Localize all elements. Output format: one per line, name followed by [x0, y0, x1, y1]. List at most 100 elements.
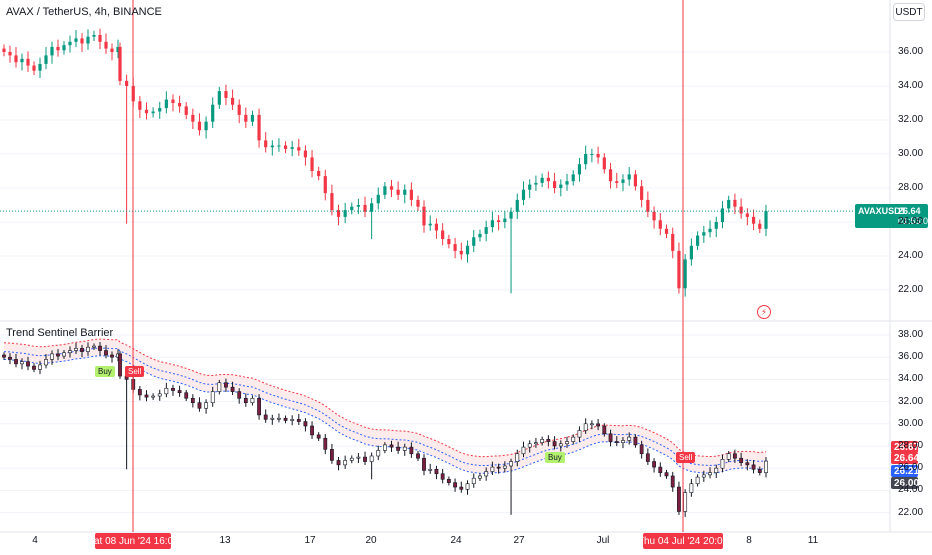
indicator-candle-body — [596, 423, 601, 427]
time-marker-2: Thu 04 Jul '24 20:00 — [638, 533, 728, 549]
indicator-candle-body — [546, 439, 551, 442]
indicator-candle-body — [310, 425, 314, 436]
indicator-candle-body — [50, 353, 54, 360]
candle-body — [270, 145, 274, 148]
candle-body — [764, 211, 768, 229]
indicator-candle-body — [104, 350, 108, 356]
candle-body — [571, 174, 575, 182]
indicator-candle-body — [608, 433, 613, 442]
indicator-candle-body — [184, 392, 189, 399]
indicator-candle-body — [614, 441, 619, 443]
indicator-candle-body — [290, 419, 295, 421]
chart-title: AVAX / TetherUS, 4h, BINANCE — [6, 6, 162, 18]
lightning-icon[interactable]: ⚡ — [757, 305, 771, 319]
currency-button[interactable]: USDT — [893, 3, 925, 21]
candle-body — [68, 41, 72, 46]
candle-body — [310, 157, 314, 171]
candle-body — [497, 220, 501, 222]
indicator-candle-body — [589, 423, 594, 426]
candle-body — [727, 199, 731, 209]
candle-body — [197, 121, 202, 131]
candle-body — [250, 114, 255, 122]
indicator-candle-body — [453, 482, 457, 488]
indicator-candle-body — [764, 460, 768, 473]
candle-body — [336, 210, 341, 217]
candle-body — [702, 232, 706, 236]
candle-body — [484, 227, 488, 234]
main-axis-tick: 34.00 — [898, 80, 924, 91]
candle-body — [116, 46, 120, 52]
candle-body — [534, 182, 538, 185]
indicator-candle-body — [38, 364, 42, 370]
candle-body — [237, 104, 241, 115]
time-axis-tick: 24 — [450, 535, 462, 546]
indicator-candle-body — [633, 436, 638, 446]
indicator-candle-body — [263, 414, 268, 420]
candle-body — [459, 250, 463, 255]
candle-body — [552, 181, 557, 188]
candle-body — [720, 208, 725, 222]
candle-body — [171, 99, 175, 103]
time-axis-tick: 4 — [32, 535, 38, 546]
candle-body — [178, 103, 182, 107]
candle-body — [2, 48, 6, 52]
indicator-candle-body — [416, 453, 420, 459]
indicator-candle-body — [471, 477, 476, 485]
candle-body — [343, 210, 347, 217]
time-axis-tick: 17 — [304, 535, 316, 546]
indicator-candle-body — [434, 469, 439, 475]
candle-body — [472, 237, 476, 246]
indicator-candle-body — [171, 387, 175, 391]
candle-body — [590, 154, 594, 155]
indicator-candle-body — [363, 456, 367, 462]
candle-body — [92, 35, 96, 37]
candle-body — [110, 48, 114, 52]
indicator-candle-body — [349, 457, 354, 461]
candle-body — [317, 171, 321, 177]
candle-body — [370, 203, 374, 212]
candle-body — [50, 46, 54, 56]
candle-body — [714, 222, 718, 229]
candle-body — [409, 189, 413, 200]
indicator-candle-body — [237, 391, 242, 399]
candle-body — [26, 58, 30, 66]
indicator-candle-body — [428, 469, 433, 471]
indicator-candle-body — [204, 402, 208, 409]
indicator-axis-tick: 38.00 — [898, 329, 924, 340]
indicator-candle-body — [14, 359, 18, 365]
indicator-candle-body — [565, 441, 569, 445]
indicator-axis-tick: 34.00 — [898, 373, 924, 385]
indicator-candle-body — [250, 397, 255, 404]
indicator-candle-body — [190, 397, 195, 404]
indicator-candle-body — [80, 348, 84, 352]
candle-body — [184, 106, 188, 115]
candle-body — [584, 154, 588, 165]
candle-body — [74, 38, 78, 42]
indicator-candle-body — [652, 461, 656, 468]
indicator-candle-body — [230, 386, 235, 392]
indicator-candle-body — [521, 446, 526, 455]
candle-body — [739, 206, 743, 214]
candle-body — [615, 181, 619, 183]
indicator-candle-body — [639, 444, 644, 455]
candle-body — [696, 235, 700, 246]
indicator-candle-body — [296, 419, 301, 422]
candle-body — [490, 220, 494, 228]
indicator-candle-body — [110, 354, 114, 358]
indicator-candle-body — [323, 437, 328, 450]
indicator-candle-body — [44, 359, 48, 366]
candle-body — [403, 189, 407, 195]
indicator-candle-body — [164, 387, 169, 395]
candle-body — [38, 63, 42, 71]
indicator-candle-body — [32, 365, 36, 370]
time-axis-tick: 27 — [513, 535, 525, 546]
candle-body — [330, 193, 334, 211]
time-axis-tick: Jul — [596, 535, 610, 546]
candle-body — [565, 181, 569, 185]
indicator-candle-body — [2, 354, 6, 358]
indicator-candle-body — [465, 483, 470, 490]
candle-body — [191, 114, 195, 122]
indicator-value-tag: 26.00 — [891, 477, 919, 489]
candle-body — [356, 205, 360, 207]
